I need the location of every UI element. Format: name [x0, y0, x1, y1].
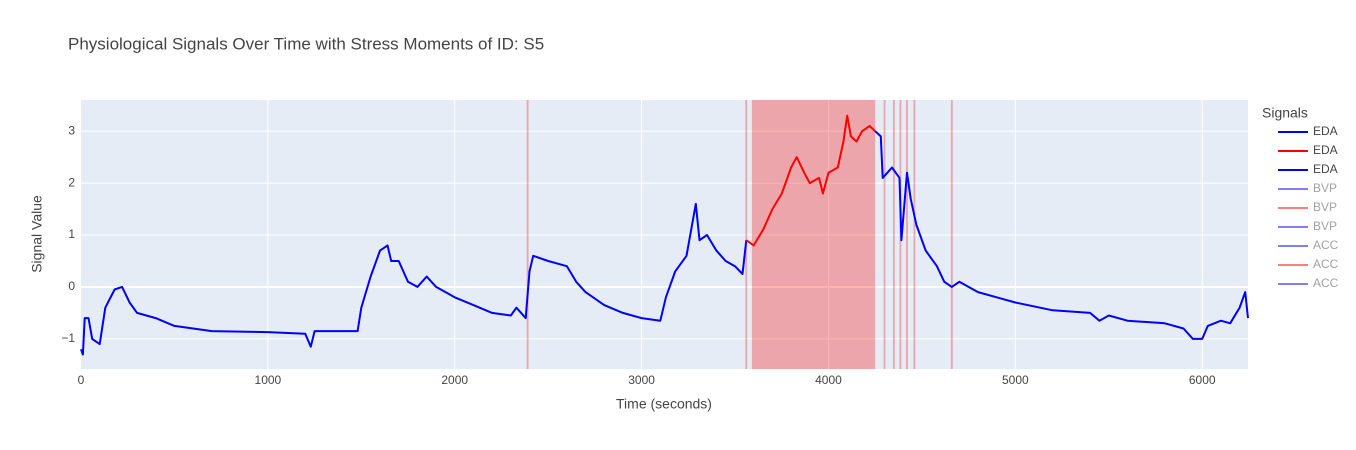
legend-label: BVP: [1313, 219, 1337, 233]
x-tick-label: 6000: [1189, 373, 1216, 387]
plot-area: [81, 100, 1248, 369]
legend-label: BVP: [1313, 200, 1337, 214]
legend-item[interactable]: EDA: [1278, 162, 1338, 176]
legend-item[interactable]: EDA: [1278, 143, 1338, 157]
legend-item[interactable]: EDA: [1278, 124, 1338, 138]
signal-line: [745, 114, 876, 247]
legend-item[interactable]: BVP: [1278, 200, 1337, 214]
legend-label: EDA: [1313, 124, 1338, 138]
legend-label: EDA: [1313, 143, 1338, 157]
stress-region: [751, 100, 876, 369]
x-tick-label: 3000: [628, 373, 655, 387]
stress-region: [913, 100, 916, 369]
legend-label: ACC: [1313, 238, 1339, 252]
y-axis-title: Signal Value: [29, 195, 45, 273]
y-tick-label: 2: [68, 175, 75, 189]
stress-region: [745, 100, 748, 369]
legend-label: BVP: [1313, 181, 1337, 195]
y-tick-label: 1: [68, 227, 75, 241]
signal-line: [874, 130, 1249, 340]
legend-item[interactable]: ACC: [1278, 238, 1339, 252]
x-tick-label: 0: [78, 373, 85, 387]
legend-label: EDA: [1313, 162, 1338, 176]
stress-region: [950, 100, 953, 369]
legend-item[interactable]: ACC: [1278, 257, 1339, 271]
legend-label: ACC: [1313, 276, 1339, 290]
stress-region: [892, 100, 895, 369]
legend-item[interactable]: BVP: [1278, 219, 1337, 233]
signal-line: [80, 202, 748, 356]
legend-item[interactable]: BVP: [1278, 181, 1337, 195]
x-tick-label: 1000: [255, 373, 282, 387]
legend-item[interactable]: ACC: [1278, 276, 1339, 290]
y-tick-label: −1: [61, 331, 75, 345]
legend-title: Signals: [1262, 105, 1308, 121]
y-tick-label: 3: [68, 123, 75, 137]
stress-region: [906, 100, 908, 369]
y-tick-label: 0: [68, 279, 75, 293]
stress-region: [526, 100, 529, 369]
x-tick-label: 5000: [1002, 373, 1029, 387]
x-axis-title: Time (seconds): [616, 396, 712, 412]
chart-title: Physiological Signals Over Time with Str…: [68, 34, 544, 53]
x-tick-label: 4000: [815, 373, 842, 387]
x-tick-label: 2000: [441, 373, 468, 387]
stress-region: [883, 100, 886, 369]
legend-label: ACC: [1313, 257, 1339, 271]
